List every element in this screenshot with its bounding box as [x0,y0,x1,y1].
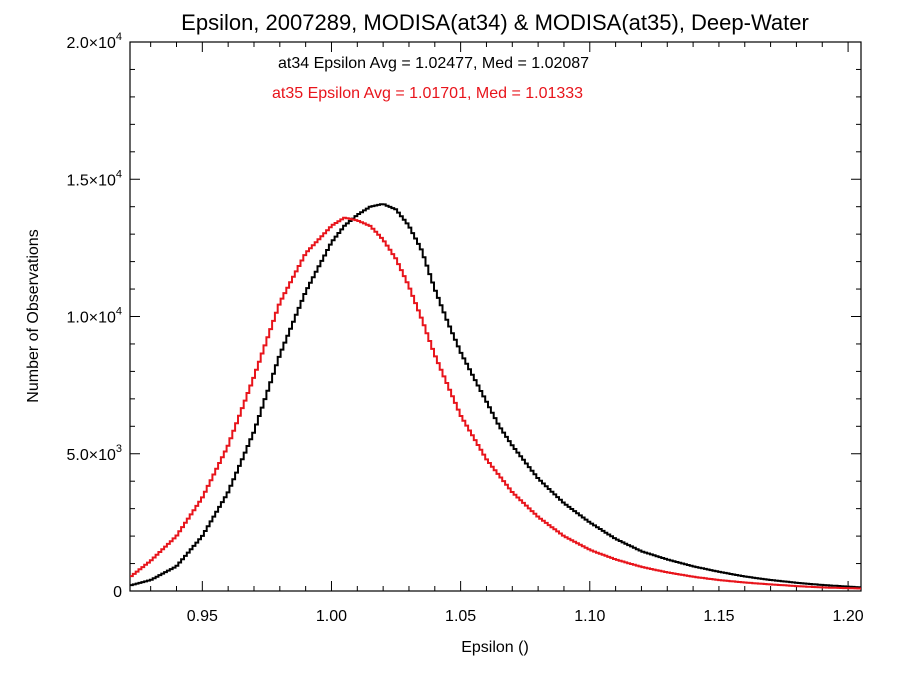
y-tick-label: 2.0×104 [66,31,122,52]
x-tick-label: 1.15 [703,608,734,625]
y-tick-label: 5.0×103 [66,443,122,464]
chart-title: Epsilon, 2007289, MODISA(at34) & MODISA(… [181,10,809,35]
x-tick-label: 1.10 [574,608,605,625]
y-axis-label: Number of Observations [25,229,42,402]
y-tick-label: 1.0×104 [66,306,122,327]
y-tick-label: 0 [113,584,122,601]
x-tick-labels: 0.95 1.00 1.05 1.10 1.15 1.20 [187,608,864,625]
x-axis-label: Epsilon () [461,639,529,656]
y-tick-labels: 0 5.0×103 1.0×104 1.5×104 2.0×104 [66,31,122,601]
series-line-at35 [130,216,861,590]
annotation-at35: at35 Epsilon Avg = 1.01701, Med = 1.0133… [272,85,583,102]
x-tick-label: 1.00 [316,608,347,625]
annotation-at34: at34 Epsilon Avg = 1.02477, Med = 1.0208… [278,55,589,72]
x-tick-label: 1.20 [833,608,864,625]
plot-frame [129,41,862,592]
x-tick-label: 0.95 [187,608,218,625]
axis-ticks [130,42,861,591]
x-tick-label: 1.05 [445,608,476,625]
series-line-at34 [130,203,862,589]
y-tick-label: 1.5×104 [66,168,122,189]
